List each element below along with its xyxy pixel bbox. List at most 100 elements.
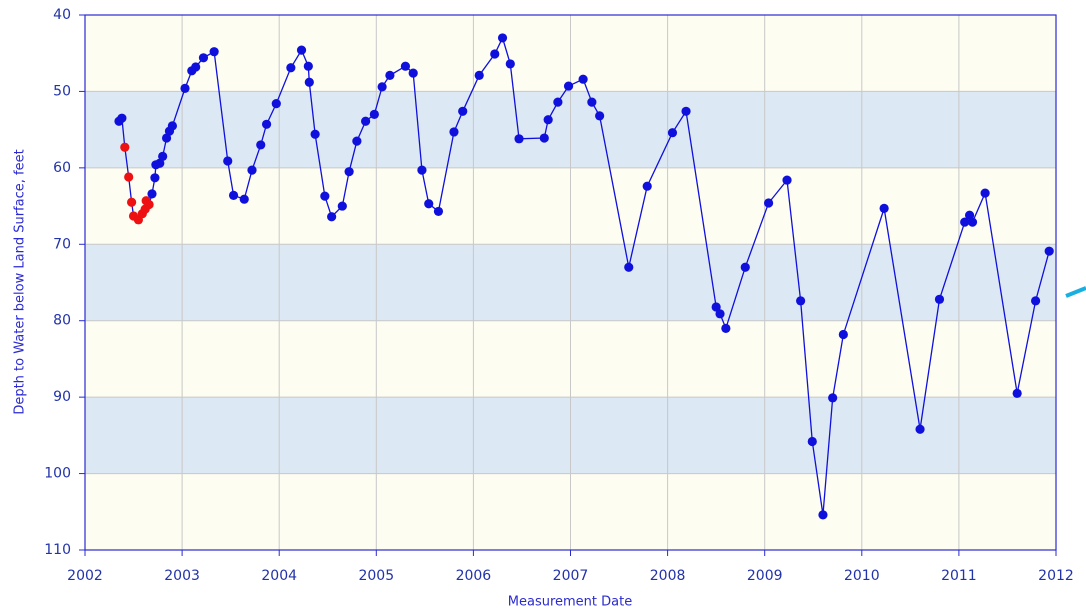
data-point [303,61,313,71]
data-point [239,194,249,204]
y-tick-label: 80 [53,313,71,329]
data-point [553,97,563,107]
data-point [167,121,177,131]
data-point [715,309,725,319]
data-point [310,129,320,139]
x-tick-label: 2005 [358,568,394,584]
data-point [271,99,281,109]
data-point [209,47,219,57]
data-point [352,136,362,146]
data-point [304,77,314,87]
data-point [964,210,975,220]
data-point [433,206,444,217]
data-point [667,128,678,138]
data-point [180,83,190,93]
data-point [740,262,750,272]
data-point [711,302,721,312]
data-point [838,329,848,340]
data-point [514,134,524,144]
data-point [120,142,130,152]
data-point [642,181,652,191]
data-point [223,156,233,166]
data-point [474,70,484,80]
data-point [228,190,239,200]
data-point [344,167,354,177]
data-point [1012,388,1022,398]
data-point [934,294,945,304]
data-point [980,188,990,198]
grid [79,14,1057,556]
data-point [1031,296,1041,306]
data-point [361,116,371,126]
data-point [960,217,970,227]
data-point [147,189,157,199]
data-point [247,165,257,175]
data-point [505,59,515,69]
data-point [624,262,634,272]
data-point [161,133,172,143]
data-point [497,33,508,43]
data-point [595,111,605,121]
data-point [449,127,459,137]
x-tick-label: 2010 [844,568,880,584]
x-tick-label: 2002 [67,568,103,584]
data-point [286,63,296,73]
data-point [191,62,201,72]
data-point [155,158,165,168]
data-point [417,165,427,175]
data-point [261,119,272,129]
data-point [458,106,468,116]
x-tick-label: 2006 [456,568,492,584]
x-tick-label: 2003 [164,568,200,584]
data-point [337,201,347,211]
y-tick-label: 110 [44,542,71,558]
data-point [150,173,160,183]
plot-frame [84,14,1057,551]
data-point [681,106,691,116]
data-point [158,151,168,161]
data-point [327,212,337,222]
data-point [543,115,553,125]
data-point [385,70,395,80]
y-tick-label: 100 [44,466,71,482]
data-point [915,424,925,434]
data-point [828,393,838,403]
data-point [144,199,154,210]
data-point [377,82,387,92]
data-point [490,49,500,59]
data-point [578,74,588,84]
x-tick-label: 2011 [941,568,977,584]
data-point [879,203,889,213]
data-point [721,323,731,333]
y-tick-label: 60 [53,160,71,176]
x-tick-label: 2007 [553,568,589,584]
x-axis-title: Measurement Date [508,595,632,610]
data-point [424,199,434,209]
x-tick-label: 2004 [261,568,297,584]
data-point [818,510,828,520]
y-tick-label: 70 [53,236,71,252]
data-point [198,53,209,63]
data-point [124,172,134,182]
data-point [563,81,574,91]
y-axis-title: Depth to Water below Land Surface, feet [13,149,28,414]
data-point [127,197,137,207]
data-point [763,198,774,208]
y-tick-label: 40 [53,7,71,23]
data-point [539,133,549,143]
marks [114,33,1054,520]
x-tick-label: 2008 [650,568,686,584]
data-point [296,45,307,55]
data-point [256,140,266,150]
x-tick-label: 2009 [747,568,783,584]
y-tick-label: 90 [53,389,71,405]
data-point [408,68,418,78]
labels: 40 50 60 70 80 90 100 110 2002 2003 2004 2005 2006 20… [44,7,1074,584]
data-point [807,436,817,447]
data-point [796,296,806,306]
data-point [1044,246,1054,256]
data-point [587,97,597,107]
data-point [400,61,411,71]
data-point [369,109,379,119]
